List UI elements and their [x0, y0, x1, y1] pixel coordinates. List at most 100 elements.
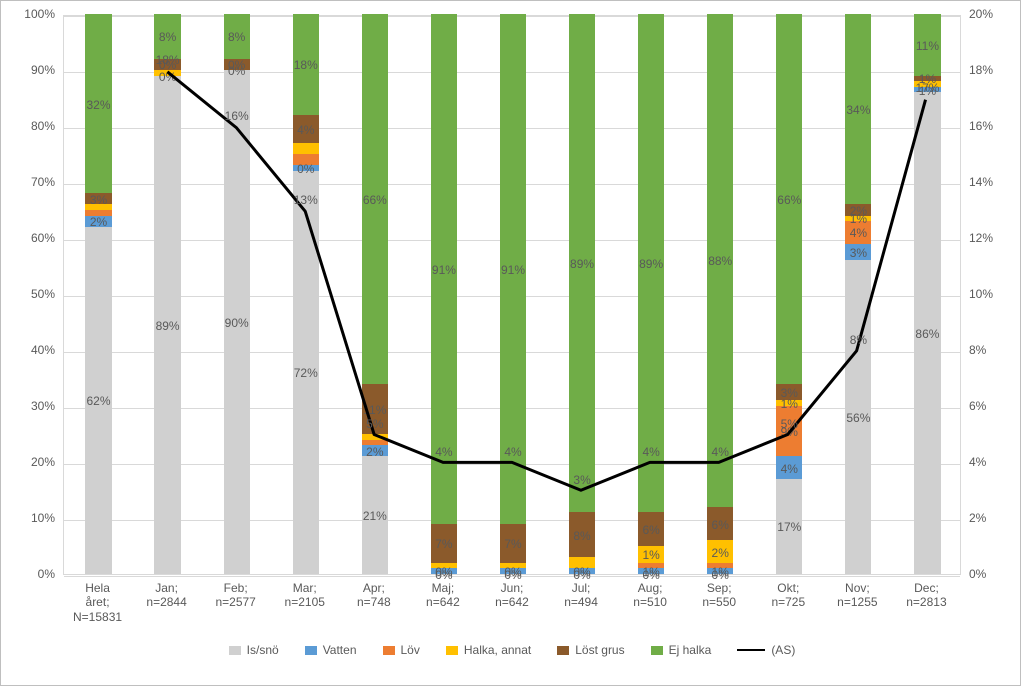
legend-item: Löv: [383, 643, 420, 657]
seg-ej_halka: [431, 14, 457, 524]
seg-halka_annat: [500, 563, 526, 569]
seg-halka_annat: [845, 216, 871, 222]
bar-maj: 0%0%7%91%: [431, 14, 457, 574]
x-axis-label: Nov; n=1255: [823, 581, 892, 610]
legend-label: Löst grus: [575, 643, 624, 657]
legend-swatch: [557, 646, 569, 655]
bar-jul: 0%0%8%89%: [569, 14, 595, 574]
x-axis-label: Jul; n=494: [547, 581, 616, 610]
y-axis-right-tick: 2%: [969, 511, 1011, 525]
bar-nov: 56%3%4%1%2%34%: [845, 14, 871, 574]
y-axis-left-tick: 60%: [13, 231, 55, 245]
legend-label: (AS): [771, 643, 795, 657]
bar-feb: 90%0%0%8%: [224, 14, 250, 574]
y-axis-right-tick: 10%: [969, 287, 1011, 301]
bar-dec: 86%1%1%11%: [914, 14, 940, 574]
seg-vatten: [500, 568, 526, 574]
seg-lost_grus: [914, 76, 940, 82]
seg-vatten: [293, 165, 319, 171]
seg-halka_annat: [914, 81, 940, 87]
seg-ej_halka: [707, 14, 733, 507]
x-axis-label: Maj; n=642: [408, 581, 477, 610]
x-axis-label: Mar; n=2105: [270, 581, 339, 610]
seg-halka_annat: [362, 434, 388, 440]
seg-ej_halka: [500, 14, 526, 524]
seg-lost_grus: [224, 59, 250, 70]
seg-lost_grus: [362, 384, 388, 434]
seg-ej_halka: [293, 14, 319, 115]
bar-mar: 72%0%4%18%: [293, 14, 319, 574]
x-axis-label: Apr; n=748: [339, 581, 408, 610]
seg-halka_annat: [85, 204, 111, 210]
seg-is_sno: [293, 171, 319, 574]
legend-label: Löv: [401, 643, 420, 657]
seg-ej_halka: [776, 14, 802, 384]
seg-lov: [85, 210, 111, 216]
seg-halka_annat: [638, 546, 664, 563]
y-axis-right-tick: 20%: [969, 7, 1011, 21]
y-axis-right-tick: 12%: [969, 231, 1011, 245]
y-axis-right-tick: 8%: [969, 343, 1011, 357]
y-axis-left-tick: 70%: [13, 175, 55, 189]
seg-vatten: [776, 456, 802, 478]
x-axis-label: Hela året; N=15831: [63, 581, 132, 624]
legend-item: Löst grus: [557, 643, 624, 657]
legend-item: Halka, annat: [446, 643, 531, 657]
legend-swatch: [229, 646, 241, 655]
seg-is_sno: [224, 70, 250, 574]
seg-halka_annat: [776, 400, 802, 406]
y-axis-right-tick: 0%: [969, 567, 1011, 581]
seg-ej_halka: [85, 14, 111, 193]
seg-is_sno: [776, 479, 802, 574]
bar-okt: 17%4%9%1%3%66%: [776, 14, 802, 574]
legend-swatch: [305, 646, 317, 655]
seg-halka_annat: [569, 557, 595, 568]
seg-lost_grus: [707, 507, 733, 541]
bar-sep: 0%1%2%6%88%: [707, 14, 733, 574]
legend-label: Vatten: [323, 643, 357, 657]
seg-is_sno: [154, 76, 180, 574]
y-axis-left-tick: 50%: [13, 287, 55, 301]
y-axis-left-tick: 100%: [13, 7, 55, 21]
seg-vatten: [707, 568, 733, 574]
seg-vatten: [845, 244, 871, 261]
seg-is_sno: [845, 260, 871, 574]
seg-ej_halka: [638, 14, 664, 512]
gridline: [64, 576, 960, 577]
seg-lost_grus: [776, 384, 802, 401]
seg-halka_annat: [707, 540, 733, 562]
seg-ej_halka: [569, 14, 595, 512]
seg-lost_grus: [845, 204, 871, 215]
seg-ej_halka: [154, 14, 180, 59]
x-axis-label: Dec; n=2813: [892, 581, 961, 610]
seg-lov: [362, 440, 388, 446]
seg-vatten: [431, 568, 457, 574]
legend-item: Vatten: [305, 643, 357, 657]
legend-label: Halka, annat: [464, 643, 531, 657]
legend-label: Is/snö: [247, 643, 279, 657]
y-axis-left-tick: 0%: [13, 567, 55, 581]
seg-vatten: [914, 87, 940, 93]
seg-lov: [638, 563, 664, 569]
legend-swatch: [651, 646, 663, 655]
bar-jan: 89%0%0%8%: [154, 14, 180, 574]
seg-halka_annat: [154, 70, 180, 76]
seg-lost_grus: [431, 524, 457, 563]
y-axis-left-tick: 80%: [13, 119, 55, 133]
seg-is_sno: [362, 456, 388, 574]
seg-lost_grus: [85, 193, 111, 204]
x-axis-label: Sep; n=550: [685, 581, 754, 610]
y-axis-left-tick: 20%: [13, 455, 55, 469]
seg-vatten: [638, 568, 664, 574]
seg-lov: [845, 221, 871, 243]
bar-apr: 21%2%11%66%: [362, 14, 388, 574]
seg-vatten: [85, 216, 111, 227]
bar-aug: 0%1%1%6%89%: [638, 14, 664, 574]
legend-item: Ej halka: [651, 643, 712, 657]
bar-hela: 62%2%3%32%: [85, 14, 111, 574]
x-axis-label: Feb; n=2577: [201, 581, 270, 610]
x-axis-label: Jan; n=2844: [132, 581, 201, 610]
y-axis-right-tick: 4%: [969, 455, 1011, 469]
x-axis-label: Jun; n=642: [477, 581, 546, 610]
legend-item-line: (AS): [737, 643, 795, 657]
